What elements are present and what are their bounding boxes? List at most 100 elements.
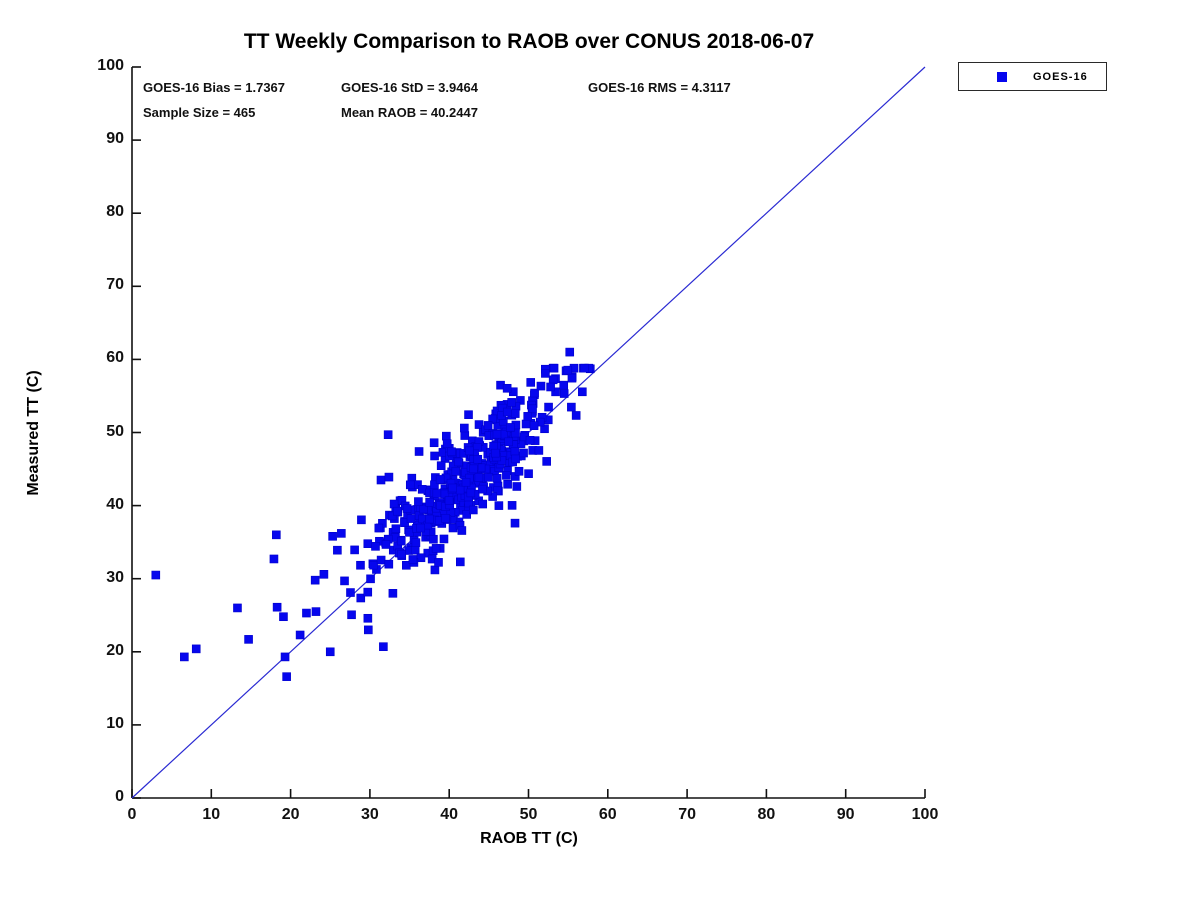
data-point-marker xyxy=(441,514,450,523)
data-point-marker xyxy=(310,575,320,585)
x-tick-label: 20 xyxy=(281,806,300,823)
stat-sample-size: Sample Size = 465 xyxy=(143,105,256,120)
data-point-marker xyxy=(510,518,520,528)
data-point-marker xyxy=(447,447,456,457)
data-point-marker xyxy=(431,544,441,553)
data-point-marker xyxy=(484,473,493,482)
y-tick-label: 0 xyxy=(115,788,124,805)
y-tick-label: 100 xyxy=(97,57,124,74)
data-point-marker xyxy=(542,457,551,466)
data-point-marker xyxy=(379,642,388,651)
data-point-marker xyxy=(191,644,201,654)
data-point-marker xyxy=(363,613,373,623)
data-point-marker xyxy=(425,514,434,524)
data-point-marker xyxy=(494,501,504,510)
data-point-marker xyxy=(376,555,386,565)
data-point-marker xyxy=(419,504,428,514)
data-point-marker xyxy=(514,466,524,476)
data-point-marker xyxy=(464,410,473,419)
data-point-marker xyxy=(244,635,253,644)
data-point-marker xyxy=(389,499,399,509)
data-point-marker xyxy=(435,475,445,484)
data-point-marker xyxy=(388,589,398,598)
data-point-marker xyxy=(357,515,366,525)
data-point-marker xyxy=(347,610,356,620)
data-point-marker xyxy=(492,429,502,439)
x-tick-label: 40 xyxy=(440,806,459,823)
data-point-marker xyxy=(506,423,515,432)
data-point-marker xyxy=(511,428,520,438)
scatter-points xyxy=(151,347,595,681)
data-point-marker xyxy=(429,438,439,448)
y-axis-label: Measured TT (C) xyxy=(25,370,42,496)
data-point-marker xyxy=(363,587,373,597)
data-point-marker xyxy=(529,421,539,430)
data-point-marker xyxy=(473,454,483,464)
data-point-marker xyxy=(279,612,288,622)
data-point-marker xyxy=(510,409,520,418)
data-point-marker xyxy=(350,545,359,555)
data-point-marker xyxy=(432,489,442,498)
data-point-marker xyxy=(502,383,512,393)
x-tick-label: 80 xyxy=(757,806,776,823)
data-point-marker xyxy=(567,402,576,412)
data-point-marker xyxy=(524,469,533,478)
data-point-marker xyxy=(549,363,559,373)
stat-mean-raob: Mean RAOB = 40.2447 xyxy=(341,105,478,120)
data-point-marker xyxy=(311,607,321,616)
data-point-marker xyxy=(502,471,511,480)
data-point-marker xyxy=(376,475,386,485)
axes xyxy=(131,66,926,799)
data-point-marker xyxy=(510,447,520,456)
data-point-marker xyxy=(414,497,423,506)
data-point-marker xyxy=(397,549,406,559)
y-tick-label: 80 xyxy=(106,203,124,221)
data-point-marker xyxy=(460,431,470,440)
data-point-marker xyxy=(454,457,463,467)
data-point-marker xyxy=(519,448,528,458)
data-point-marker xyxy=(474,473,484,482)
data-point-marker xyxy=(530,388,539,398)
data-point-marker xyxy=(319,570,329,579)
data-point-marker xyxy=(461,477,471,487)
data-point-marker xyxy=(396,536,406,546)
data-point-marker xyxy=(405,480,415,490)
data-point-marker xyxy=(302,608,311,618)
x-axis-label: RAOB TT (C) xyxy=(480,830,578,847)
data-point-marker xyxy=(492,474,502,483)
chart-title: TT Weekly Comparison to RAOB over CONUS … xyxy=(243,30,815,53)
data-point-marker xyxy=(444,496,454,505)
data-point-marker xyxy=(383,430,393,439)
data-point-marker xyxy=(436,461,446,470)
data-point-marker xyxy=(363,539,373,548)
data-point-marker xyxy=(460,423,469,433)
data-point-marker xyxy=(563,365,573,375)
data-point-marker xyxy=(512,482,522,491)
data-point-marker xyxy=(469,464,478,474)
data-point-marker xyxy=(233,603,242,613)
data-point-marker xyxy=(180,652,189,662)
data-point-marker xyxy=(387,511,397,521)
data-point-marker xyxy=(488,492,497,501)
data-point-marker xyxy=(488,414,497,424)
data-point-marker xyxy=(544,402,553,412)
data-point-marker xyxy=(151,570,161,580)
data-point-marker xyxy=(502,407,512,417)
data-point-marker xyxy=(540,424,549,434)
data-point-marker xyxy=(523,412,533,421)
data-point-marker xyxy=(567,373,577,383)
stat-rms: GOES-16 RMS = 4.3117 xyxy=(588,80,731,95)
data-point-marker xyxy=(384,472,394,482)
data-point-marker xyxy=(504,437,513,447)
data-point-marker xyxy=(366,574,375,584)
y-tick-label: 40 xyxy=(106,495,124,513)
y-tick-label: 10 xyxy=(106,714,124,732)
data-point-marker xyxy=(462,510,471,519)
data-point-marker xyxy=(478,499,488,509)
data-point-marker xyxy=(356,560,365,570)
data-point-marker xyxy=(364,625,373,635)
data-point-marker xyxy=(483,421,493,430)
data-point-marker xyxy=(580,363,590,373)
